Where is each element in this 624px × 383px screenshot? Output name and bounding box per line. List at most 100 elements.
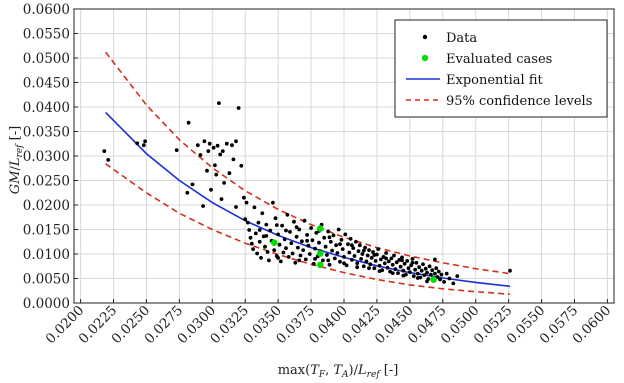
data-point — [400, 255, 404, 260]
data-point — [206, 149, 211, 154]
data-point — [425, 270, 429, 275]
data-point — [236, 106, 241, 110]
data-point — [282, 237, 287, 242]
data-point — [218, 152, 223, 157]
data-point — [249, 241, 254, 246]
data-point — [327, 235, 332, 240]
data-point — [347, 250, 352, 255]
data-point — [195, 143, 200, 148]
data-point — [273, 216, 278, 221]
data-point — [302, 218, 307, 223]
data-point — [410, 260, 415, 265]
data-point — [239, 163, 244, 168]
data-point — [435, 275, 440, 279]
data-point — [284, 246, 288, 251]
data-point — [244, 200, 249, 205]
confidence-level-line — [105, 163, 511, 295]
data-point — [334, 243, 338, 248]
data-point — [234, 205, 238, 209]
data-point — [271, 200, 275, 205]
data-point — [251, 247, 256, 252]
data-point — [434, 266, 439, 271]
data-point — [306, 243, 311, 248]
data-point — [309, 226, 313, 230]
data-point — [313, 246, 317, 251]
data-point — [405, 259, 410, 263]
data-point — [408, 270, 412, 274]
legend-box — [394, 19, 608, 118]
evaluated-case-point — [317, 261, 324, 269]
legend-marker-evaluated — [421, 54, 429, 62]
data-point — [268, 228, 273, 233]
confidence-level-line — [104, 51, 511, 275]
legend: Data Evaluated cases Exponential fit 95%… — [394, 19, 608, 118]
data-point — [384, 251, 388, 255]
data-point — [455, 274, 460, 278]
data-point — [430, 268, 435, 273]
data-point — [394, 260, 399, 265]
data-point — [211, 145, 216, 150]
data-point — [386, 259, 391, 264]
data-point — [335, 251, 340, 255]
data-point — [224, 141, 229, 146]
data-point — [310, 238, 315, 243]
data-point — [201, 204, 206, 208]
y-tick-label: 0.0300 — [23, 149, 70, 165]
data-point — [411, 274, 416, 278]
data-point — [185, 190, 190, 195]
data-point — [436, 269, 441, 274]
data-point — [444, 271, 449, 276]
data-point — [421, 262, 425, 267]
legend-label-data: Data — [446, 31, 477, 46]
data-point — [276, 232, 280, 237]
data-point — [439, 272, 444, 277]
data-point — [264, 234, 269, 238]
data-point — [257, 228, 262, 232]
data-point — [246, 220, 250, 225]
data-point — [290, 251, 295, 256]
data-point — [344, 263, 349, 268]
y-tick-label: 0.0500 — [23, 51, 70, 67]
y-tick-label: 0.0000 — [23, 296, 70, 312]
y-tick-label: 0.0050 — [23, 272, 70, 288]
data-point — [260, 211, 265, 216]
y-tick-label: 0.0200 — [23, 198, 70, 214]
data-point — [234, 139, 238, 144]
data-point — [220, 149, 225, 154]
data-point — [398, 264, 403, 269]
data-point — [376, 247, 381, 252]
data-point — [174, 148, 179, 153]
data-point — [322, 235, 327, 240]
data-point — [274, 223, 279, 228]
data-point — [277, 242, 282, 247]
data-point — [265, 250, 270, 254]
data-point — [508, 268, 512, 273]
data-point — [438, 277, 442, 282]
data-point — [371, 250, 375, 254]
data-point — [392, 253, 396, 258]
data-point — [267, 258, 271, 263]
evaluated-case-point — [317, 250, 324, 257]
data-point — [330, 248, 334, 253]
data-point — [338, 259, 342, 264]
data-point — [410, 257, 415, 261]
data-point — [285, 212, 290, 217]
data-point — [209, 187, 213, 192]
data-point — [202, 139, 207, 144]
y-axis-label: GM/Lref [-] — [8, 126, 25, 194]
data-point — [393, 267, 398, 272]
data-point — [294, 234, 299, 239]
data-point — [372, 253, 377, 257]
data-point — [451, 281, 456, 286]
data-point — [286, 255, 291, 259]
data-point — [296, 245, 300, 250]
data-point — [289, 241, 294, 246]
data-point — [415, 276, 420, 280]
data-point — [248, 235, 253, 240]
y-tick-label: 0.0600 — [23, 2, 70, 18]
data-point — [230, 143, 234, 148]
data-point — [222, 181, 227, 185]
data-point — [343, 232, 348, 237]
data-point — [281, 250, 286, 255]
